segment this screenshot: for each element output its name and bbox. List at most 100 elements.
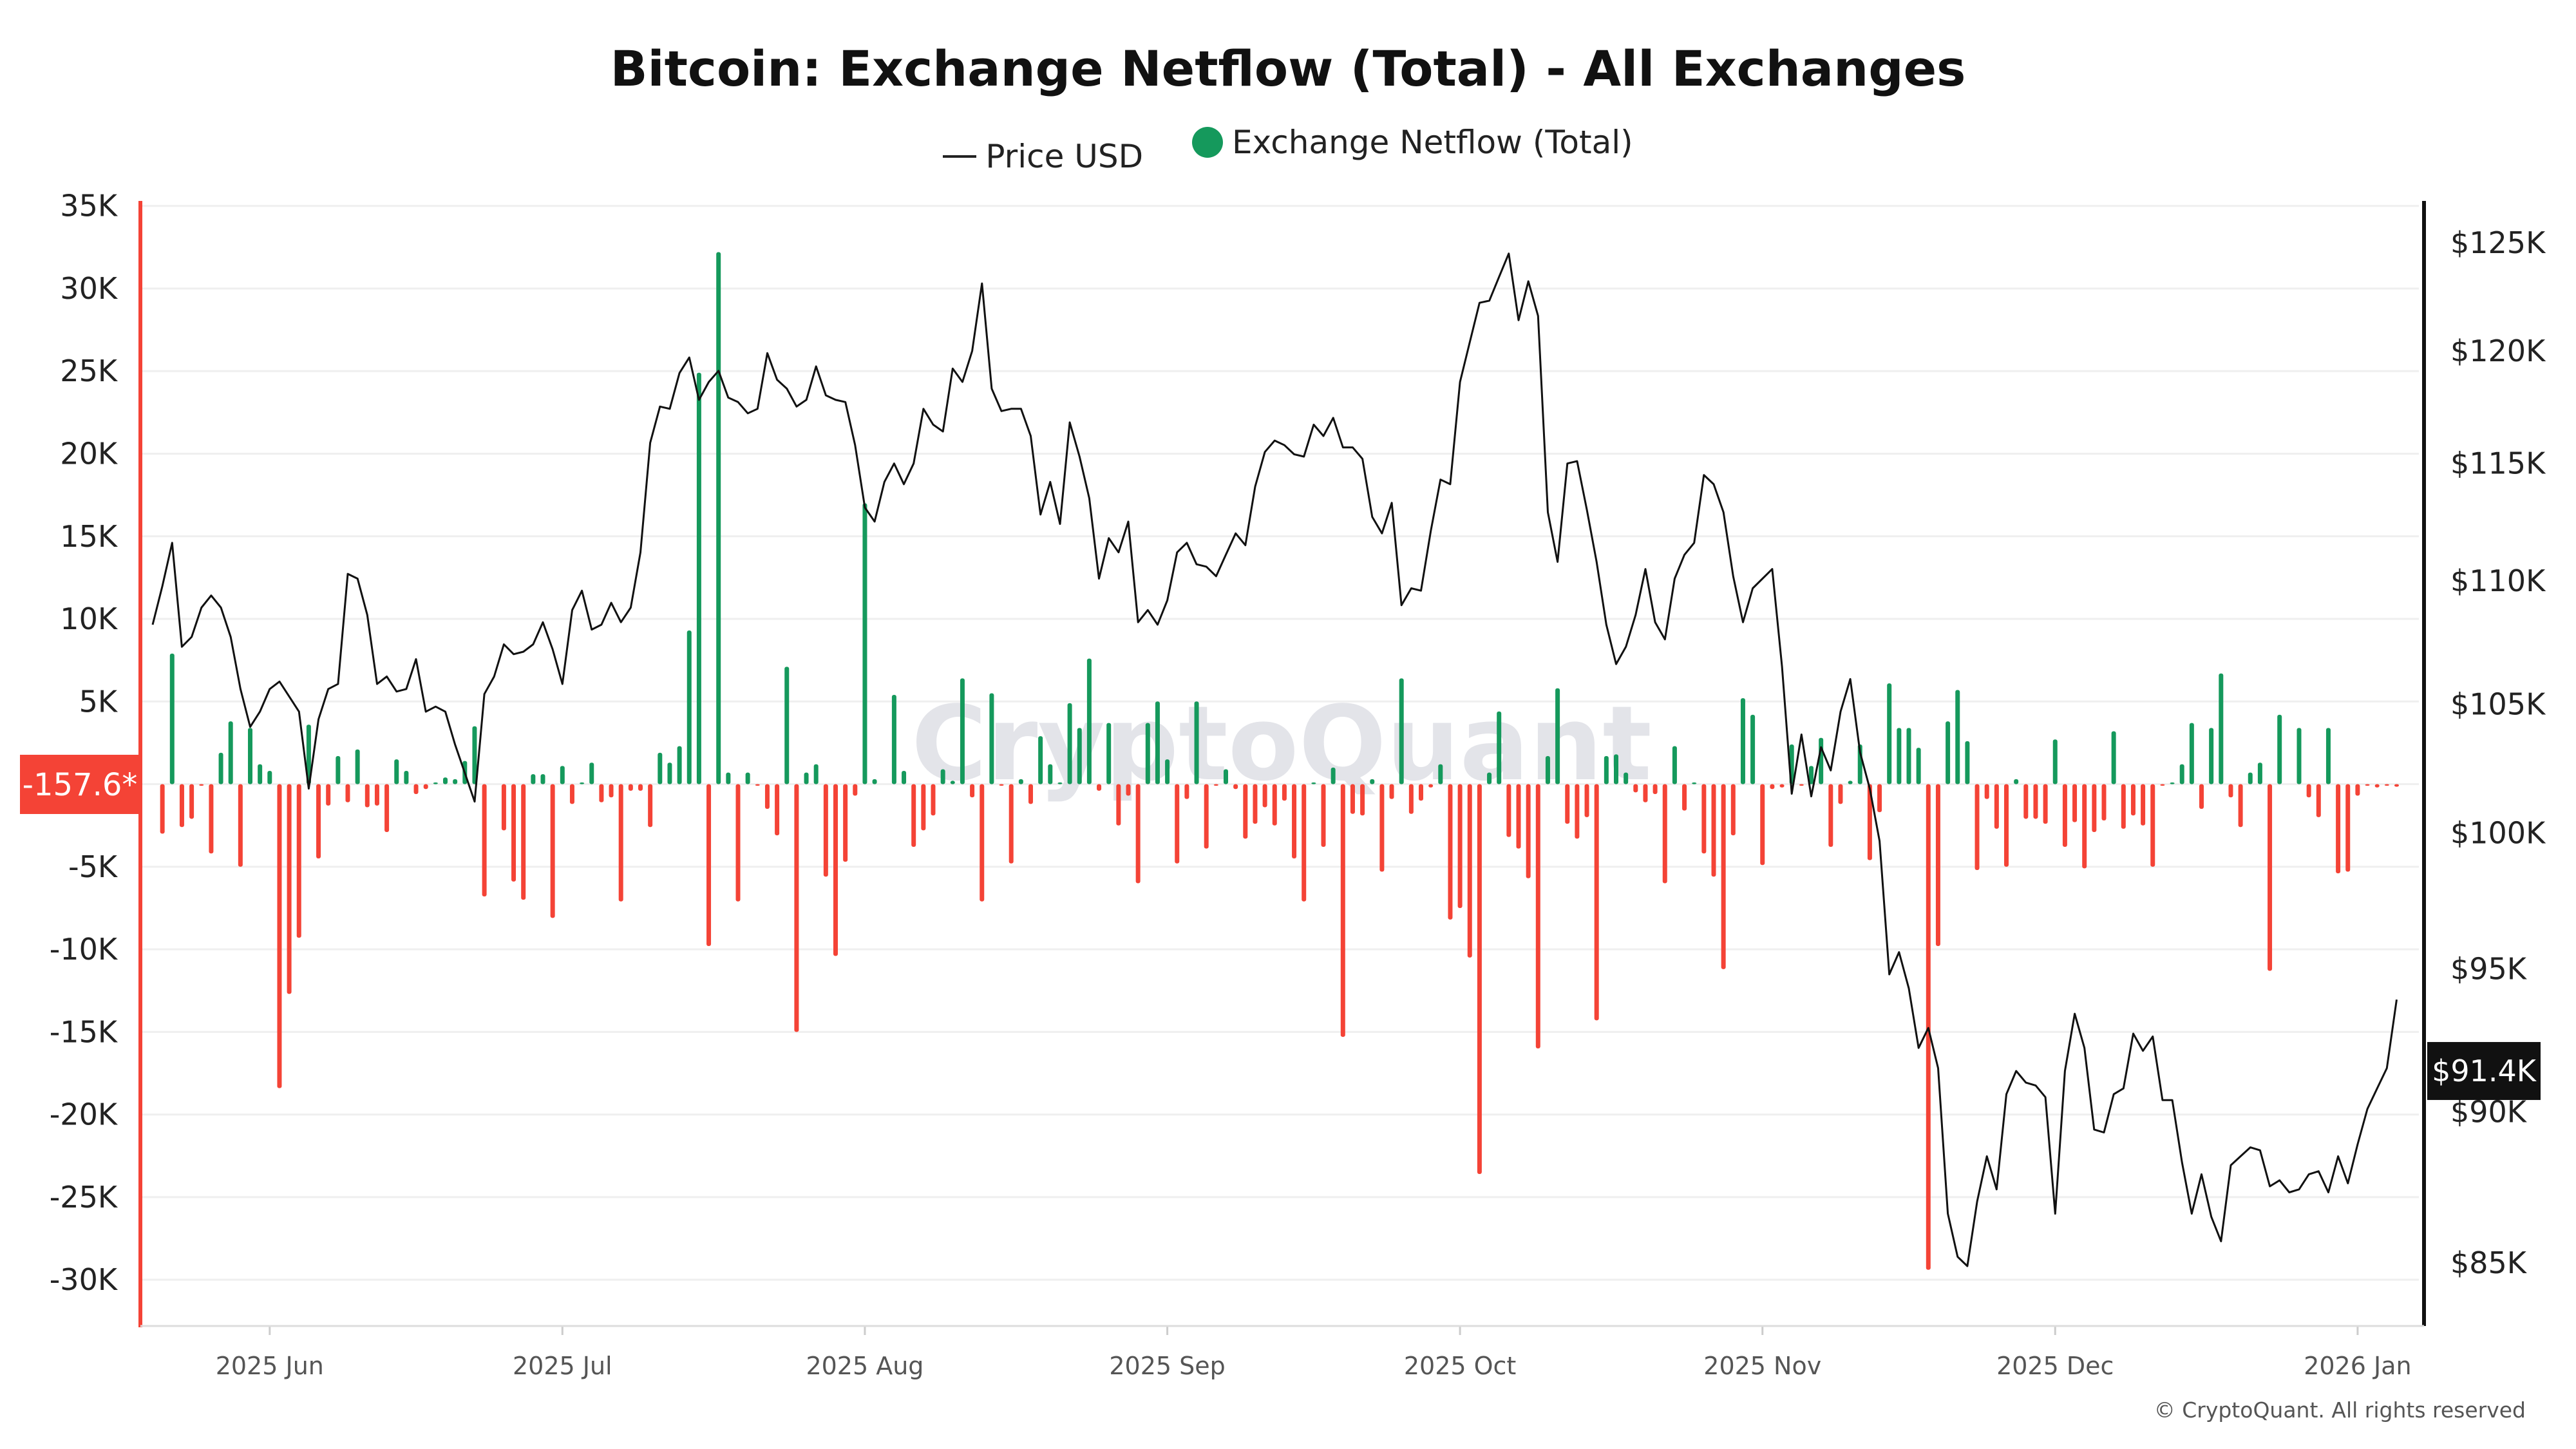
- left-tick-label: 35K: [60, 189, 118, 223]
- netflow-bar: [1408, 784, 1414, 814]
- netflow-bar: [1311, 782, 1316, 784]
- netflow-bar: [1692, 782, 1697, 784]
- netflow-bar: [775, 784, 780, 836]
- netflow-bar: [1828, 784, 1833, 848]
- x-tick-label: 2025 Aug: [806, 1352, 923, 1380]
- netflow-bar: [2325, 728, 2331, 784]
- left-tick-label: -15K: [50, 1014, 118, 1049]
- netflow-bar: [267, 771, 272, 784]
- tick-labels: 35K 30K 25K 20K 15K 10K 5K -5K -10K -15K -20K -25K -…: [50, 189, 2546, 1380]
- netflow-bar: [1779, 784, 1785, 788]
- netflow-bar: [891, 695, 896, 784]
- netflow-bar: [706, 784, 712, 946]
- current-netflow-label: -157.6*: [20, 755, 139, 814]
- netflow-bar: [2365, 784, 2370, 786]
- netflow-bar: [1672, 746, 1677, 784]
- netflow-bar: [687, 630, 692, 784]
- netflow-bar: [960, 678, 965, 784]
- netflow-bar: [1135, 784, 1141, 884]
- netflow-bar: [482, 784, 487, 897]
- netflow-bar: [1106, 723, 1112, 784]
- netflow-bar: [2209, 728, 2214, 784]
- legend-item-netflow[interactable]: Exchange Netflow (Total): [1191, 124, 1633, 161]
- current-price-label: $91.4K: [2427, 1042, 2541, 1101]
- netflow-bar: [1721, 784, 1726, 969]
- netflow-bar: [1370, 779, 1375, 784]
- netflow-bar: [1760, 784, 1765, 866]
- netflow-bar: [1302, 784, 1307, 902]
- netflow-bar: [2219, 673, 2224, 784]
- netflow-bar: [1009, 784, 1014, 864]
- netflow-bar: [833, 784, 838, 956]
- netflow-bar: [1448, 784, 1453, 920]
- netflow-bar: [2179, 764, 2184, 784]
- netflow-bar: [179, 784, 184, 828]
- netflow-bar: [1126, 784, 1131, 796]
- netflow-bar: [443, 777, 448, 784]
- netflow-bar: [1077, 728, 1082, 784]
- netflow-bar: [716, 252, 721, 784]
- netflow-bar: [1877, 784, 1882, 813]
- netflow-bar: [589, 762, 594, 784]
- left-tick-label: 5K: [79, 684, 118, 719]
- netflow-bar: [735, 784, 741, 902]
- netflow-bar: [316, 784, 321, 859]
- netflow-bar: [843, 784, 848, 862]
- x-tick-label: 2025 Jun: [216, 1352, 324, 1380]
- netflow-bar: [931, 784, 936, 816]
- netflow-bar: [1184, 784, 1189, 799]
- chart-title: Bitcoin: Exchange Netflow (Total) - All …: [610, 40, 1966, 97]
- netflow-bar: [2374, 784, 2380, 788]
- netflow-bar: [1086, 658, 1092, 784]
- netflow-bar: [1555, 688, 1560, 784]
- right-tick-label: $90K: [2450, 1094, 2528, 1129]
- netflow-bar: [745, 772, 750, 784]
- netflow-bar: [902, 771, 907, 784]
- netflow-bar: [628, 784, 633, 791]
- netflow-bar: [199, 784, 204, 786]
- netflow-bar: [1360, 784, 1365, 816]
- netflow-bar: [1048, 764, 1053, 784]
- netflow-bar: [1331, 767, 1336, 784]
- netflow-bar: [1984, 784, 1989, 799]
- netflow-bar: [1955, 690, 1960, 784]
- netflow-bar: [1545, 755, 1550, 784]
- netflow-bar: [306, 724, 311, 784]
- netflow-bar: [1614, 754, 1618, 784]
- netflow-bar: [433, 782, 438, 784]
- netflow-bar: [2014, 779, 2019, 784]
- netflow-bar: [1643, 784, 1648, 802]
- netflow-bar: [2130, 784, 2136, 816]
- netflow-bar: [355, 749, 360, 784]
- netflow-bar: [1018, 779, 1023, 784]
- netflow-bar: [2072, 784, 2078, 822]
- netflow-bar: [2189, 723, 2194, 784]
- netflow-bar: [1838, 784, 1843, 804]
- netflow-bar: [209, 784, 214, 854]
- netflow-bar: [1067, 703, 1072, 784]
- netflow-bar: [638, 784, 643, 791]
- legend-item-price[interactable]: Price USD: [943, 138, 1143, 175]
- netflow-bar: [853, 784, 858, 796]
- netflow-bar: [696, 372, 701, 784]
- netflow-bar: [726, 772, 731, 784]
- netflow-bar: [1497, 711, 1502, 784]
- netflow-bar: [404, 771, 409, 784]
- netflow-bar: [1565, 784, 1570, 824]
- netflow-bar: [1975, 784, 1980, 870]
- netflow-bar: [1916, 748, 1921, 784]
- netflow-bar: [911, 784, 916, 848]
- netflow-bar: [1321, 784, 1326, 848]
- netflow-bar: [1145, 723, 1150, 784]
- legend-label: Exchange Netflow (Total): [1231, 124, 1633, 161]
- gridlines: [140, 205, 2419, 1281]
- x-tick-label: 2026 Jan: [2304, 1352, 2411, 1380]
- netflow-bar: [1526, 784, 1531, 878]
- netflow-bar: [374, 784, 379, 806]
- netflow-bar: [1633, 784, 1638, 793]
- left-tick-label: 30K: [60, 271, 118, 306]
- netflow-bar: [1253, 784, 1258, 824]
- netflow-bar: [2297, 728, 2302, 784]
- netflow-bar: [2062, 784, 2067, 848]
- netflow-bar: [1906, 728, 1911, 784]
